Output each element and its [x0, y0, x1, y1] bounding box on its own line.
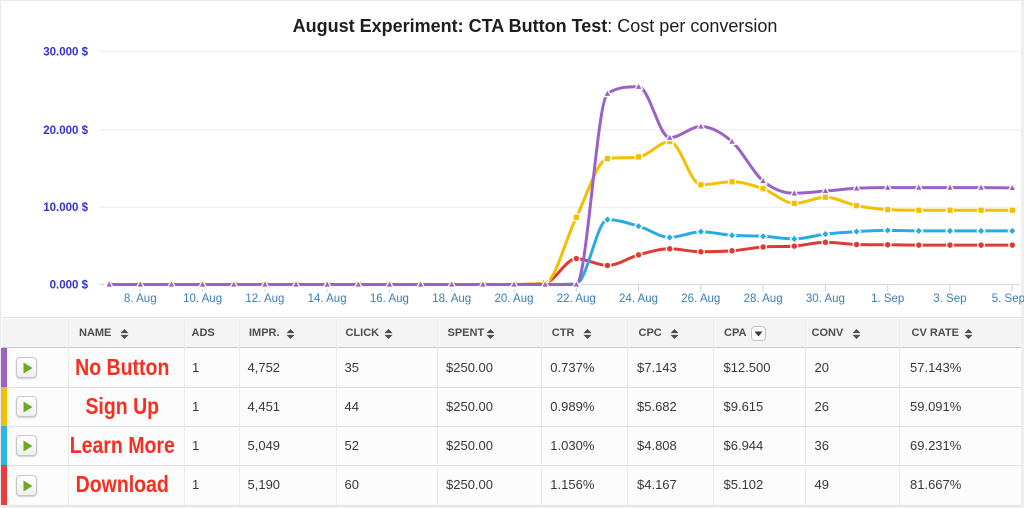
svg-text:18. Aug: 18. Aug: [432, 293, 471, 305]
svg-text:26. Aug: 26. Aug: [681, 293, 720, 305]
svg-text:1. Sep: 1. Sep: [871, 293, 904, 305]
svg-text:12. Aug: 12. Aug: [245, 293, 284, 305]
svg-text:8. Aug: 8. Aug: [124, 293, 157, 305]
svg-text:14. Aug: 14. Aug: [308, 293, 347, 305]
svg-text:3. Sep: 3. Sep: [933, 293, 966, 305]
svg-text:22. Aug: 22. Aug: [557, 293, 596, 305]
svg-text:28. Aug: 28. Aug: [744, 293, 783, 305]
svg-text:0.000 $: 0.000 $: [50, 280, 89, 292]
svg-text:20.000 $: 20.000 $: [43, 125, 88, 137]
svg-text:5. Sep: 5. Sep: [992, 293, 1024, 305]
svg-text:24. Aug: 24. Aug: [619, 293, 658, 305]
svg-text:30. Aug: 30. Aug: [806, 293, 845, 305]
svg-text:10.000 $: 10.000 $: [43, 202, 88, 214]
svg-text:20. Aug: 20. Aug: [494, 293, 533, 305]
svg-text:10. Aug: 10. Aug: [183, 293, 222, 305]
svg-text:16. Aug: 16. Aug: [370, 293, 409, 305]
svg-text:30.000 $: 30.000 $: [43, 47, 88, 59]
